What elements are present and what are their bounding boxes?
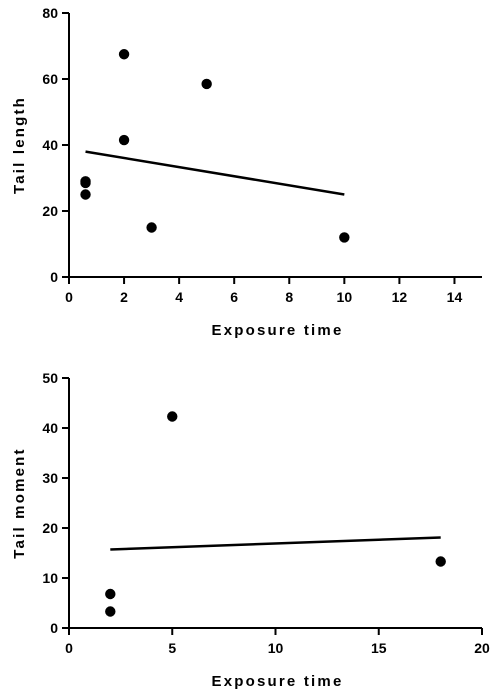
trend-line <box>85 150 345 196</box>
y-tick-label: 30 <box>42 470 58 486</box>
data-point <box>339 232 350 243</box>
data-point <box>167 411 178 422</box>
data-point <box>118 134 130 146</box>
y-tick-label: 40 <box>42 420 58 436</box>
y-axis-title: Tail moment <box>11 447 28 558</box>
data-point <box>146 222 157 233</box>
y-tick-label: 40 <box>42 137 58 153</box>
x-tick-label: 6 <box>230 289 238 305</box>
chart-tail-length: 0 20 40 60 80 0 2 4 6 8 10 12 14 Exposure time Tail le… <box>11 5 482 339</box>
x-tick-label: 4 <box>175 289 183 305</box>
x-tick-label: 2 <box>120 289 128 305</box>
data-point <box>201 78 212 90</box>
y-tick-label: 60 <box>42 71 58 87</box>
x-tick-label: 14 <box>447 289 463 305</box>
y-axis-title: Tail length <box>11 96 28 194</box>
y-tick-label: 80 <box>42 5 58 21</box>
x-tick-label: 0 <box>65 289 73 305</box>
x-tick-label: 10 <box>337 289 353 305</box>
trend-line <box>110 536 441 551</box>
y-tick-label: 20 <box>42 203 58 219</box>
x-tick-label: 5 <box>168 640 176 656</box>
y-tick-label: 0 <box>50 269 58 285</box>
x-axis-title: Exposure time <box>212 322 344 339</box>
y-tick-label: 10 <box>42 570 58 586</box>
data-point <box>105 606 116 617</box>
x-tick-label: 20 <box>474 640 490 656</box>
chart-tail-moment: 0 10 20 30 40 50 0 5 10 15 20 Exposure time Tail mom… <box>11 370 490 690</box>
x-axis-title: Exposure time <box>212 673 344 690</box>
data-point <box>118 49 130 60</box>
y-tick-label: 20 <box>42 520 58 536</box>
data-point <box>105 588 116 600</box>
x-tick-label: 0 <box>65 640 73 656</box>
data-point <box>435 556 446 567</box>
x-tick-label: 15 <box>371 640 387 656</box>
data-point <box>80 177 91 189</box>
x-tick-label: 10 <box>268 640 284 656</box>
x-tick-label: 8 <box>285 289 293 305</box>
data-point <box>80 189 91 200</box>
y-tick-label: 0 <box>50 620 58 636</box>
y-tick-label: 50 <box>42 370 58 386</box>
x-tick-label: 12 <box>392 289 408 305</box>
